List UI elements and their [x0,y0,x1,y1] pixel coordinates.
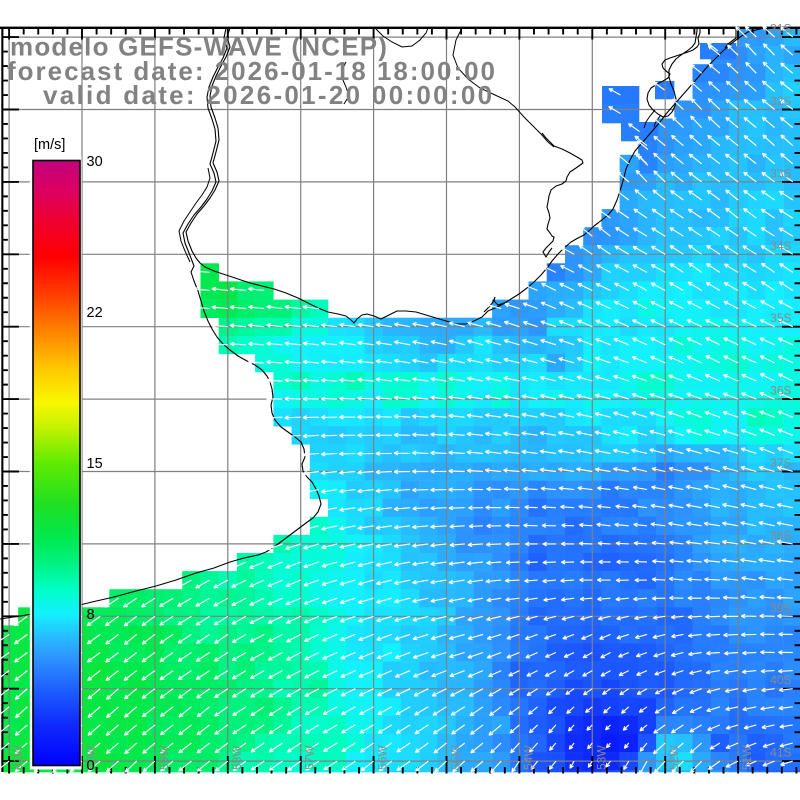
svg-text:56W: 56W [376,745,390,770]
svg-text:36S: 36S [770,384,791,398]
svg-text:39S: 39S [770,601,791,615]
svg-text:35S: 35S [770,311,791,325]
svg-text:34S: 34S [770,239,791,253]
svg-text:37S: 37S [770,456,791,470]
svg-text:33S: 33S [770,166,791,180]
svg-text:57W: 57W [303,745,317,770]
svg-text:58W: 58W [230,745,244,770]
svg-text:8: 8 [87,607,95,623]
svg-text:forecast date: 2026-01-18 18:0: forecast date: 2026-01-18 18:00:00 [7,56,497,86]
svg-text:61W: 61W [11,745,25,770]
svg-text:modelo GEFS-WAVE (NCEP): modelo GEFS-WAVE (NCEP) [10,32,388,62]
svg-text:[m/s]: [m/s] [34,137,65,153]
svg-text:30: 30 [87,154,103,170]
svg-text:40S: 40S [770,673,791,687]
svg-text:38S: 38S [770,528,791,542]
svg-text:valid date: 2026-01-20 00:00:0: valid date: 2026-01-20 00:00:00 [43,80,494,110]
svg-text:52W: 52W [667,745,681,770]
svg-text:59W: 59W [157,745,171,770]
svg-text:55W: 55W [449,745,463,770]
svg-text:22: 22 [87,305,103,321]
svg-text:60W: 60W [84,745,98,770]
svg-text:0: 0 [87,758,95,774]
svg-text:32S: 32S [770,94,791,108]
svg-text:51W: 51W [740,745,754,770]
svg-text:54W: 54W [521,745,535,770]
svg-text:53W: 53W [594,745,608,770]
svg-text:41S: 41S [770,746,791,760]
svg-text:31S: 31S [770,22,791,36]
svg-text:15: 15 [87,456,103,472]
